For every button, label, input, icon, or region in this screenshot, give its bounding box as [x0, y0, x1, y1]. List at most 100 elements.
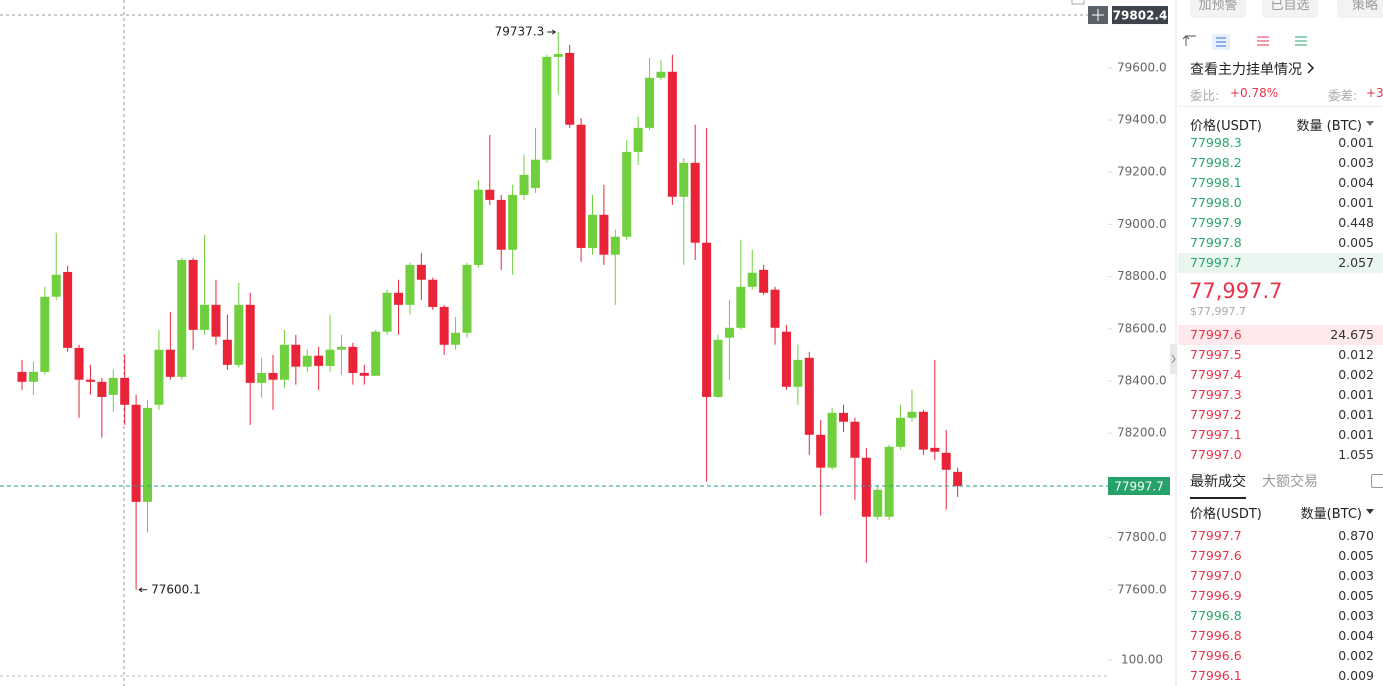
link-chevron — [1307, 62, 1315, 74]
row-price: 77996.1 — [1190, 668, 1242, 683]
candle-body — [348, 346, 358, 373]
crosshair-price-label: 79802.4 — [1113, 9, 1168, 23]
mid-price: 77,997.7 — [1189, 279, 1283, 303]
row-price: 77997.5 — [1190, 347, 1242, 362]
y-tick-label: 77600.0 — [1117, 582, 1167, 596]
candle-body — [473, 189, 483, 265]
candle-body — [770, 289, 780, 328]
candle-body — [941, 452, 951, 470]
row-qty: 0.870 — [1338, 528, 1374, 543]
row-price: 77998.1 — [1190, 175, 1242, 190]
book-row: 77998.3 0.001 — [1178, 133, 1383, 153]
book-row: 77997.7 2.057 — [1178, 253, 1383, 273]
candle-body — [428, 279, 438, 307]
book-row: 77997.3 0.001 — [1178, 385, 1383, 405]
alert-button[interactable]: 加预警 — [1190, 0, 1246, 18]
mid-price-usd: $77,997.7 — [1190, 305, 1246, 318]
candle-body — [63, 271, 73, 348]
candle-body — [405, 264, 415, 305]
row-price: 77997.0 — [1190, 447, 1242, 462]
candle-body — [519, 174, 529, 195]
row-price: 77997.6 — [1190, 548, 1242, 563]
candle-body — [28, 371, 38, 382]
candle-body — [804, 357, 814, 435]
row-qty: 2.057 — [1338, 255, 1374, 270]
row-price: 77996.8 — [1190, 628, 1242, 643]
row-qty: 0.001 — [1338, 427, 1374, 442]
candle-body — [17, 371, 27, 382]
row-qty: 0.009 — [1338, 668, 1374, 683]
candle-body — [291, 344, 301, 367]
candle-body — [85, 379, 95, 382]
panel-icon[interactable] — [1071, 0, 1085, 5]
row-qty: 0.005 — [1338, 588, 1374, 603]
strategy-button[interactable]: 策略 — [1337, 0, 1383, 18]
watchlist-button[interactable]: 已自选 — [1262, 0, 1318, 18]
crosshair-plus — [1092, 9, 1104, 22]
row-price: 77997.8 — [1190, 235, 1242, 250]
collapse-handle[interactable] — [1170, 344, 1177, 374]
book-row: 77997.5 0.012 — [1178, 345, 1383, 365]
book-row: 77997.9 0.448 — [1178, 213, 1383, 233]
candle-body — [359, 372, 369, 376]
icon-both[interactable] — [1216, 37, 1226, 47]
tab-latest[interactable]: 最新成交 — [1190, 474, 1246, 490]
candle-body — [143, 407, 153, 502]
candle-body — [165, 349, 175, 377]
row-qty: 0.004 — [1338, 175, 1374, 190]
book-row: 77996.8 0.003 — [1178, 606, 1383, 626]
candle-body — [394, 292, 404, 305]
candle-body — [793, 359, 803, 387]
candle-body — [713, 339, 723, 397]
tab-large[interactable]: 大额交易 — [1262, 474, 1318, 490]
candle-body — [336, 346, 346, 350]
row-qty: 0.001 — [1338, 195, 1374, 210]
candle-body — [382, 292, 392, 332]
candle-body — [679, 162, 689, 197]
row-qty: 0.001 — [1338, 135, 1374, 150]
row-qty: 1.055 — [1338, 447, 1374, 462]
candle-body — [120, 377, 130, 405]
icon-asks[interactable] — [1257, 36, 1269, 46]
icon-bids[interactable] — [1295, 36, 1307, 46]
book-row: 77996.9 0.005 — [1178, 586, 1383, 606]
candle-body — [759, 269, 769, 293]
candle-body — [918, 411, 928, 450]
y-tick-label: 77800.0 — [1117, 530, 1167, 544]
ratio-label: 委比: — [1190, 88, 1220, 103]
row-qty: 24.675 — [1330, 327, 1374, 342]
candle-body — [599, 214, 609, 255]
candle-body — [439, 306, 449, 345]
candle-body — [200, 304, 210, 330]
book-row: 77998.1 0.004 — [1178, 173, 1383, 193]
last-price-label: 77997.7 — [1114, 480, 1164, 494]
book-row: 77997.8 0.005 — [1178, 233, 1383, 253]
book-row: 77997.0 1.055 — [1178, 445, 1383, 465]
candle-body — [565, 52, 575, 125]
candle-body — [667, 71, 677, 197]
candle-body — [279, 344, 289, 380]
y-tick-label: 79600.0 — [1117, 60, 1167, 74]
candle-body — [633, 127, 643, 152]
candle-body — [702, 242, 712, 397]
book-link[interactable]: 查看主力挂单情况 — [1190, 62, 1302, 78]
icon-default[interactable] — [1182, 35, 1196, 46]
row-price: 77998.3 — [1190, 135, 1242, 150]
row-qty: 0.005 — [1338, 235, 1374, 250]
qty-header[interactable]: 数量 (BTC) — [1296, 119, 1362, 134]
row-price: 77996.9 — [1190, 588, 1242, 603]
collapse-arrow — [1171, 354, 1176, 364]
row-price: 77996.8 — [1190, 608, 1242, 623]
trades-qty-header[interactable]: 数量(BTC) — [1300, 507, 1362, 522]
candle-body — [861, 457, 871, 517]
row-price: 77997.4 — [1190, 367, 1242, 382]
candle-body — [268, 372, 278, 380]
book-row: 77996.6 0.002 — [1178, 646, 1383, 666]
candle-body — [930, 447, 940, 452]
candle-body — [850, 421, 860, 458]
candle-body — [97, 381, 107, 397]
book-row: 77997.6 0.005 — [1178, 546, 1383, 566]
candle-body — [656, 71, 666, 78]
checkbox[interactable] — [1371, 474, 1383, 488]
crosshair-price-box — [1112, 6, 1168, 25]
